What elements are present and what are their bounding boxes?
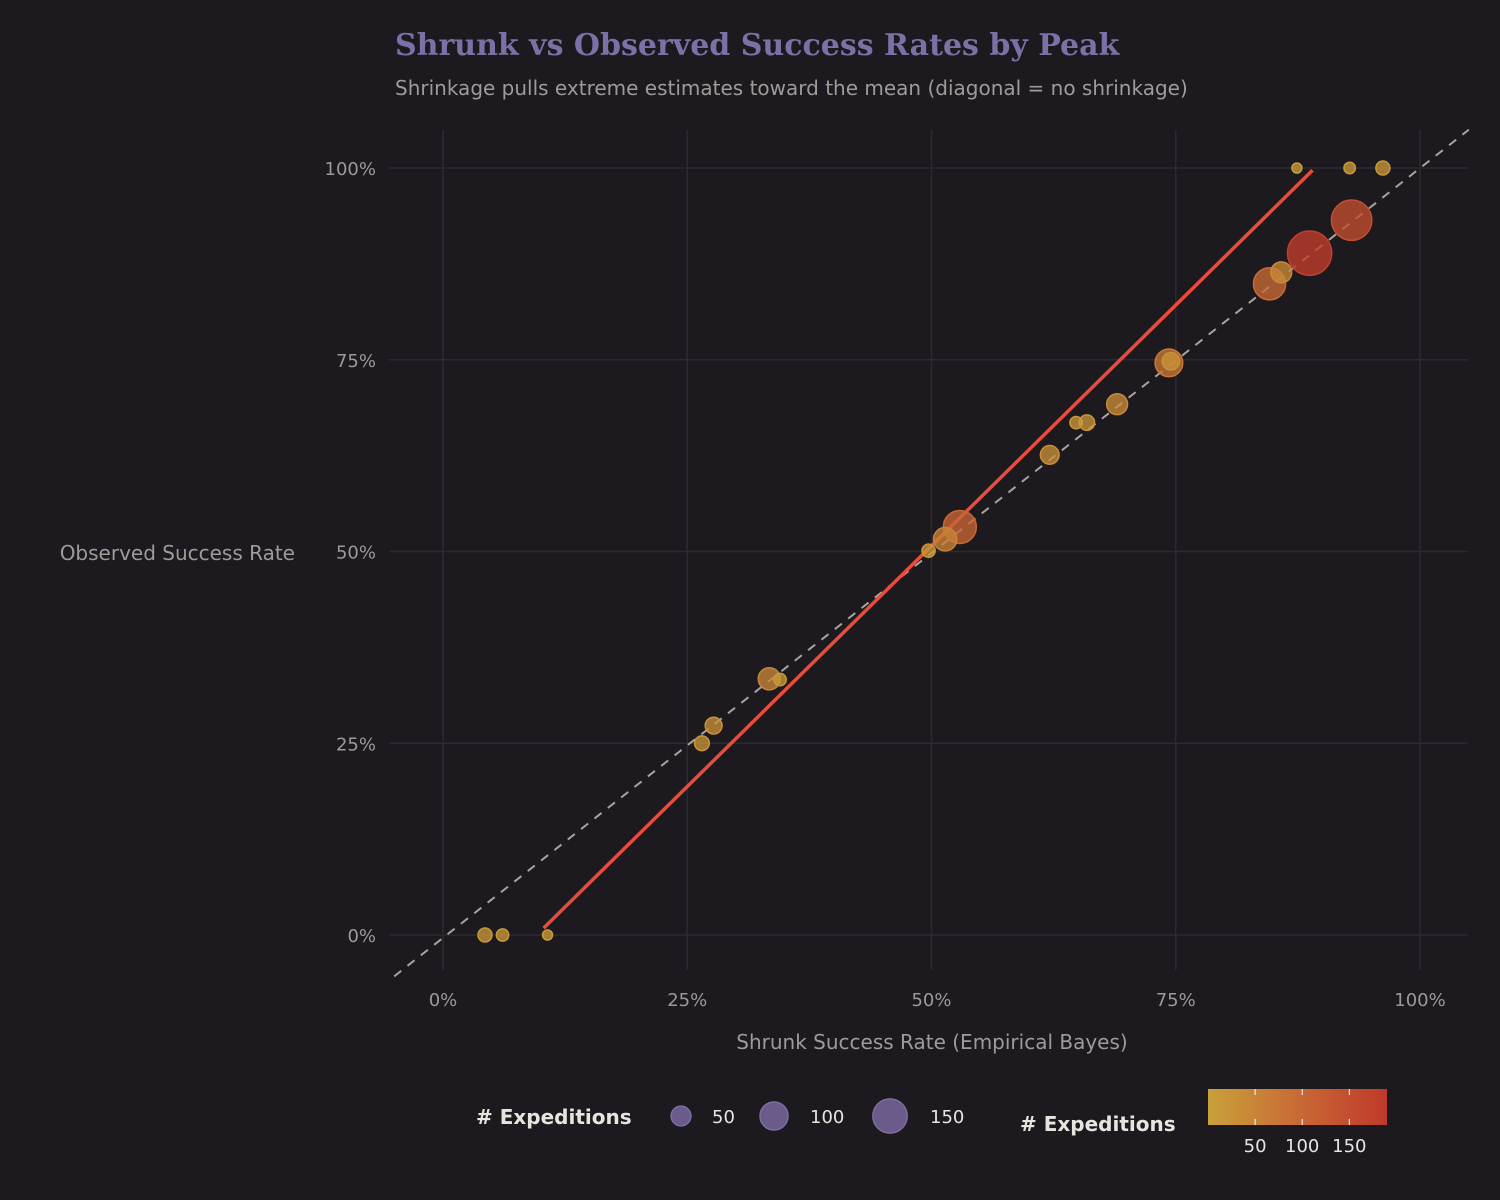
data-point — [773, 672, 787, 687]
size-legend-label: 50 — [712, 1107, 735, 1128]
data-point — [541, 929, 554, 941]
size-legend-label: 100 — [810, 1107, 844, 1128]
data-point — [1286, 230, 1333, 277]
data-point — [1270, 261, 1293, 284]
size-legend-key — [670, 1105, 692, 1127]
color-legend-label: 150 — [1332, 1136, 1366, 1157]
legend: # Expeditions 50 100 150 # Expeditions 50 100 1… — [476, 1089, 1387, 1157]
data-point — [1330, 199, 1373, 242]
data-point — [1105, 393, 1129, 416]
y-tick-label: 0% — [347, 926, 376, 947]
size-legend-key — [872, 1098, 908, 1134]
data-point — [1375, 160, 1391, 176]
data-point — [495, 928, 510, 942]
size-legend-label: 150 — [930, 1107, 964, 1128]
size-legend-key — [759, 1101, 789, 1131]
data-point — [932, 526, 958, 552]
data-point — [693, 735, 711, 752]
data-point — [921, 543, 936, 559]
data-points — [477, 160, 1391, 943]
data-point — [1291, 162, 1303, 174]
data-point — [1069, 415, 1084, 430]
data-point — [704, 716, 723, 735]
data-point — [477, 927, 493, 943]
color-legend-label: 100 — [1285, 1136, 1319, 1157]
y-tick-label: 50% — [336, 543, 376, 564]
y-tick-label: 75% — [336, 351, 376, 372]
chart-subtitle: Shrinkage pulls extreme estimates toward… — [395, 76, 1188, 100]
grid-lines — [389, 130, 1468, 970]
color-legend-title: # Expeditions — [1020, 1112, 1176, 1136]
x-axis-label: Shrunk Success Rate (Empirical Bayes) — [736, 1030, 1127, 1054]
size-legend-title: # Expeditions — [476, 1105, 632, 1129]
x-tick-label: 100% — [1394, 990, 1445, 1011]
y-axis-label: Observed Success Rate — [60, 541, 295, 565]
data-point — [1039, 444, 1060, 465]
y-tick-label: 25% — [336, 734, 376, 755]
chart-title: Shrunk vs Observed Success Rates by Peak — [395, 28, 1120, 63]
tick-labels: 0% 0% 25% 25% 50% 50% 75% 75% 100% 100% — [325, 159, 1446, 1011]
x-tick-label: 75% — [1156, 990, 1196, 1011]
data-point — [1343, 161, 1357, 175]
color-legend-label: 50 — [1244, 1136, 1267, 1157]
color-legend-bar — [1208, 1089, 1387, 1125]
x-tick-label: 50% — [911, 990, 951, 1011]
x-tick-label: 25% — [667, 990, 707, 1011]
y-tick-label: 100% — [325, 159, 376, 180]
x-tick-label: 0% — [429, 990, 458, 1011]
data-point — [1161, 351, 1181, 371]
